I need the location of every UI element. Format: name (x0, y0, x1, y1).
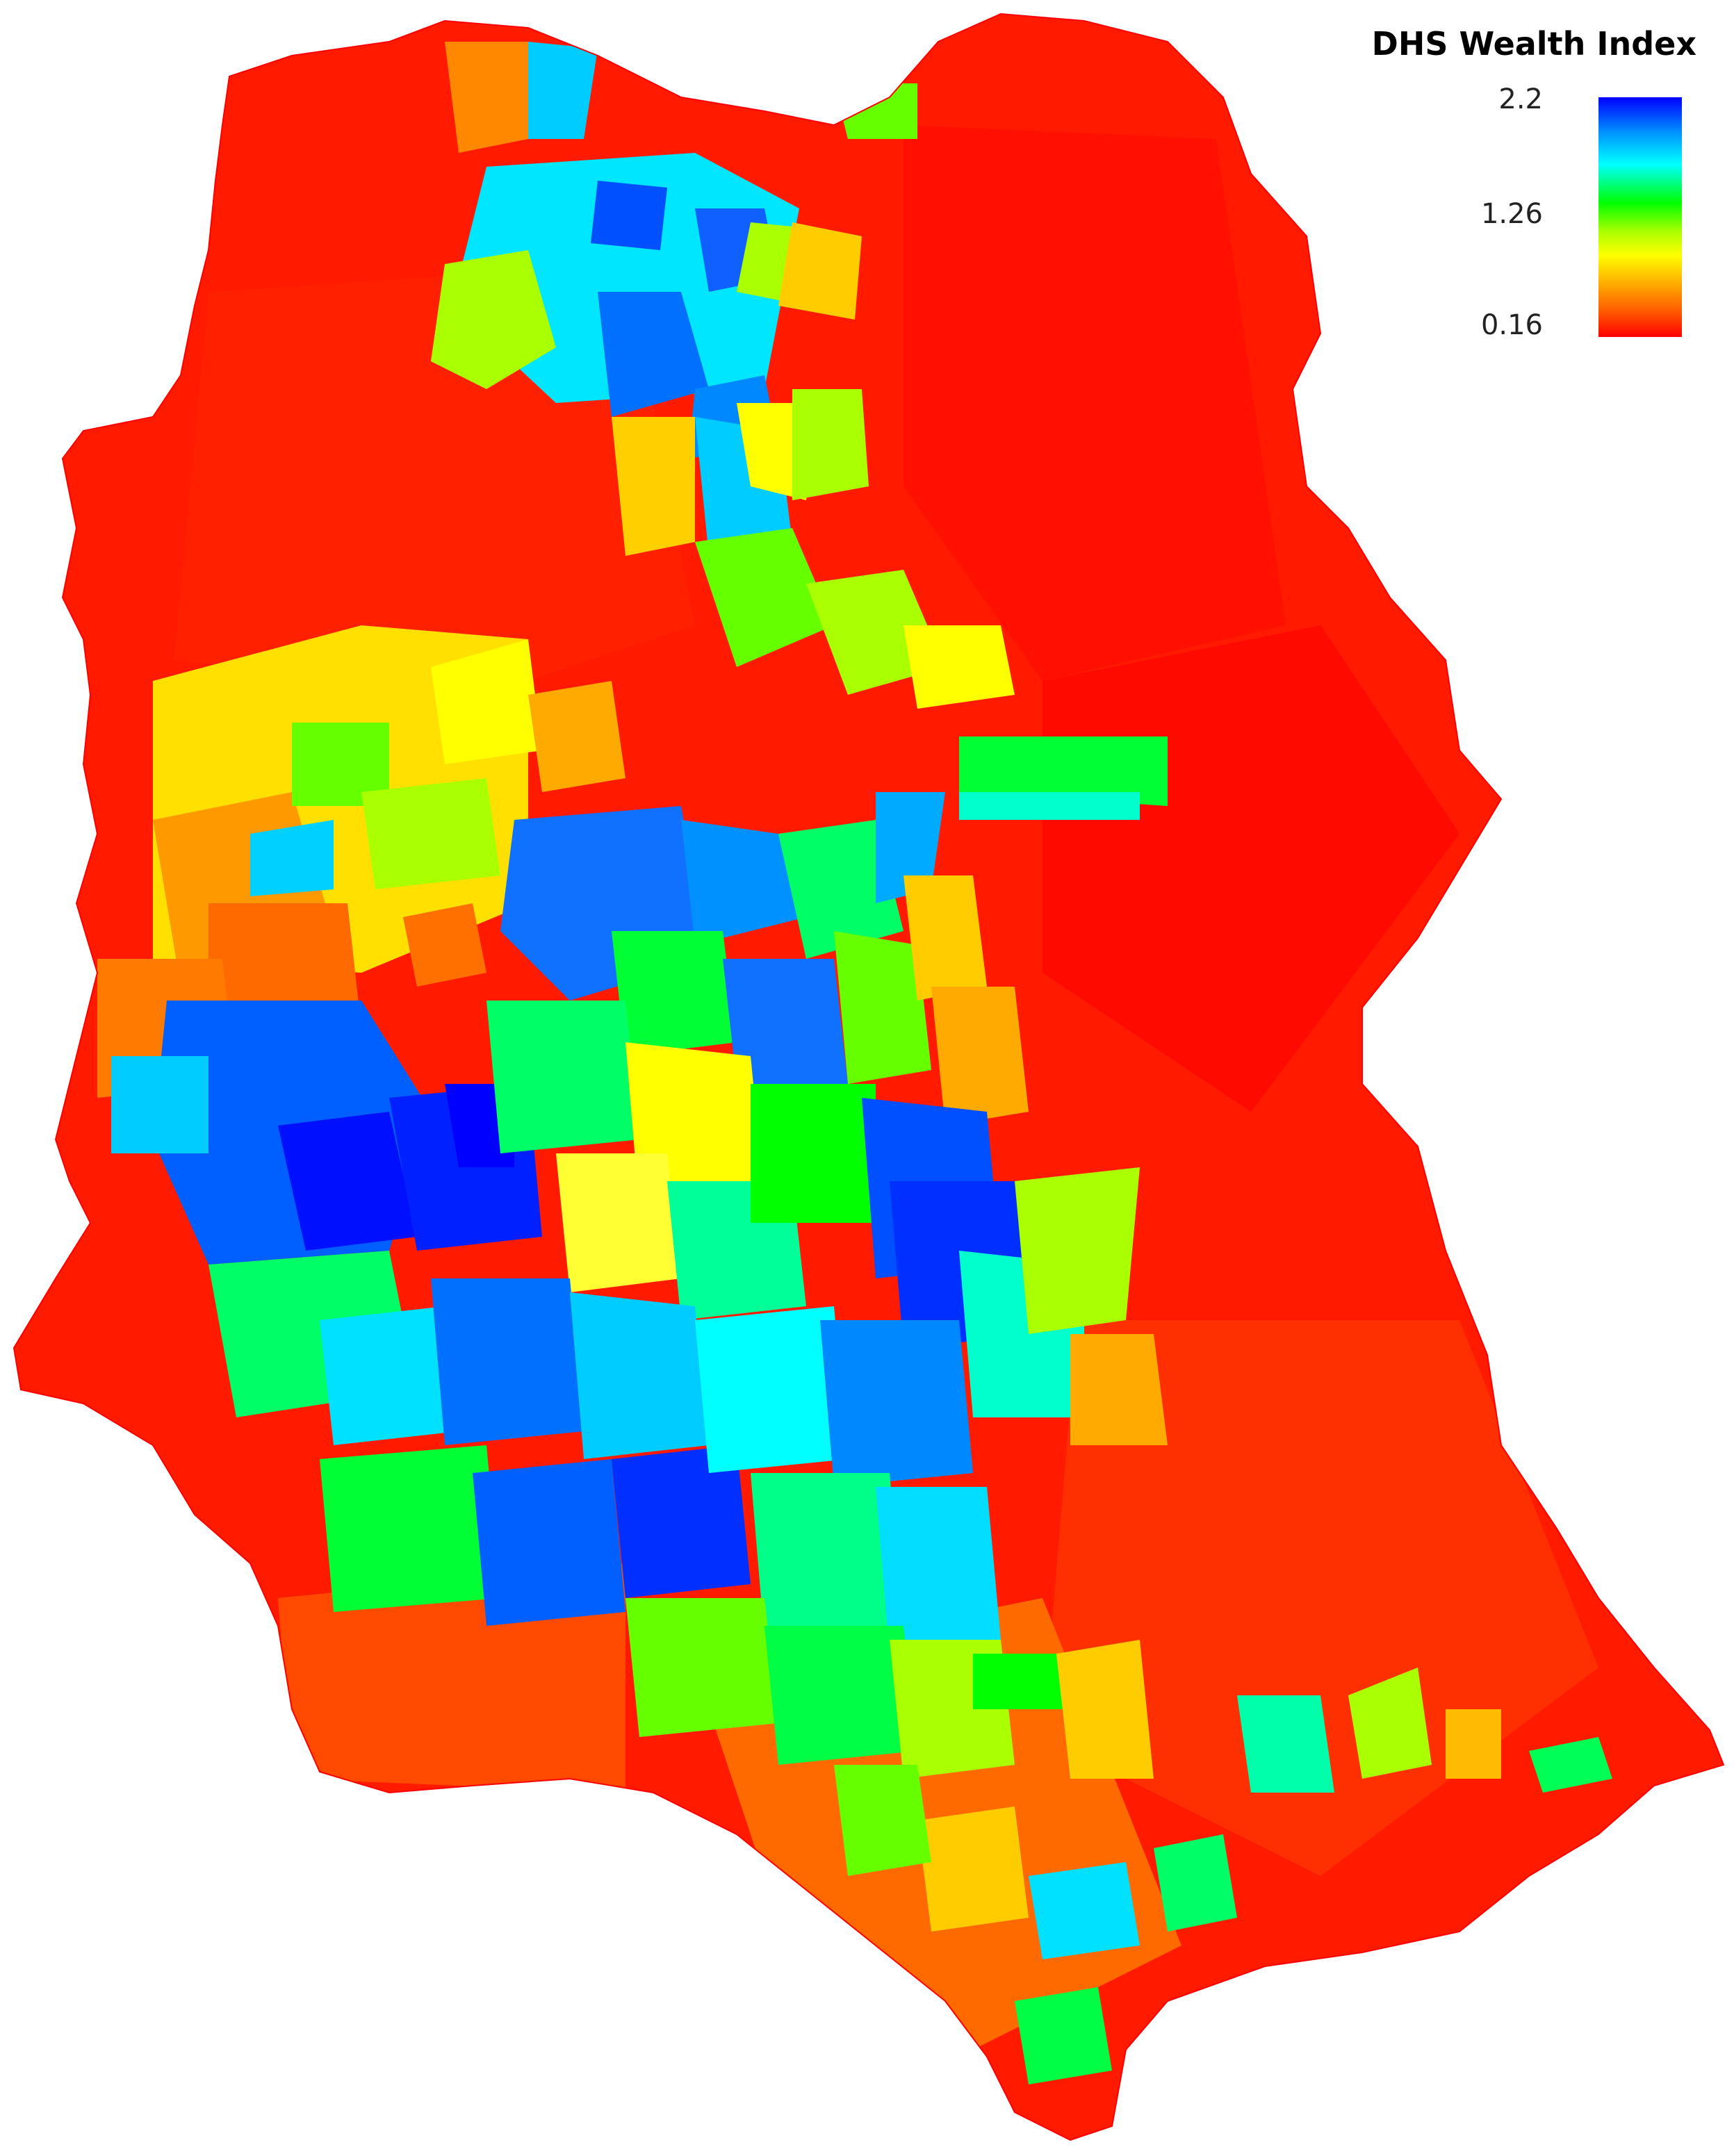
legend-tick-max: 2.2 (1498, 83, 1543, 115)
legend-color-bar (1598, 97, 1682, 337)
legend-title: DHS Wealth Index (1371, 25, 1696, 63)
legend-tick-min: 0.16 (1480, 309, 1543, 341)
legend-tick-mid: 1.26 (1480, 198, 1543, 230)
